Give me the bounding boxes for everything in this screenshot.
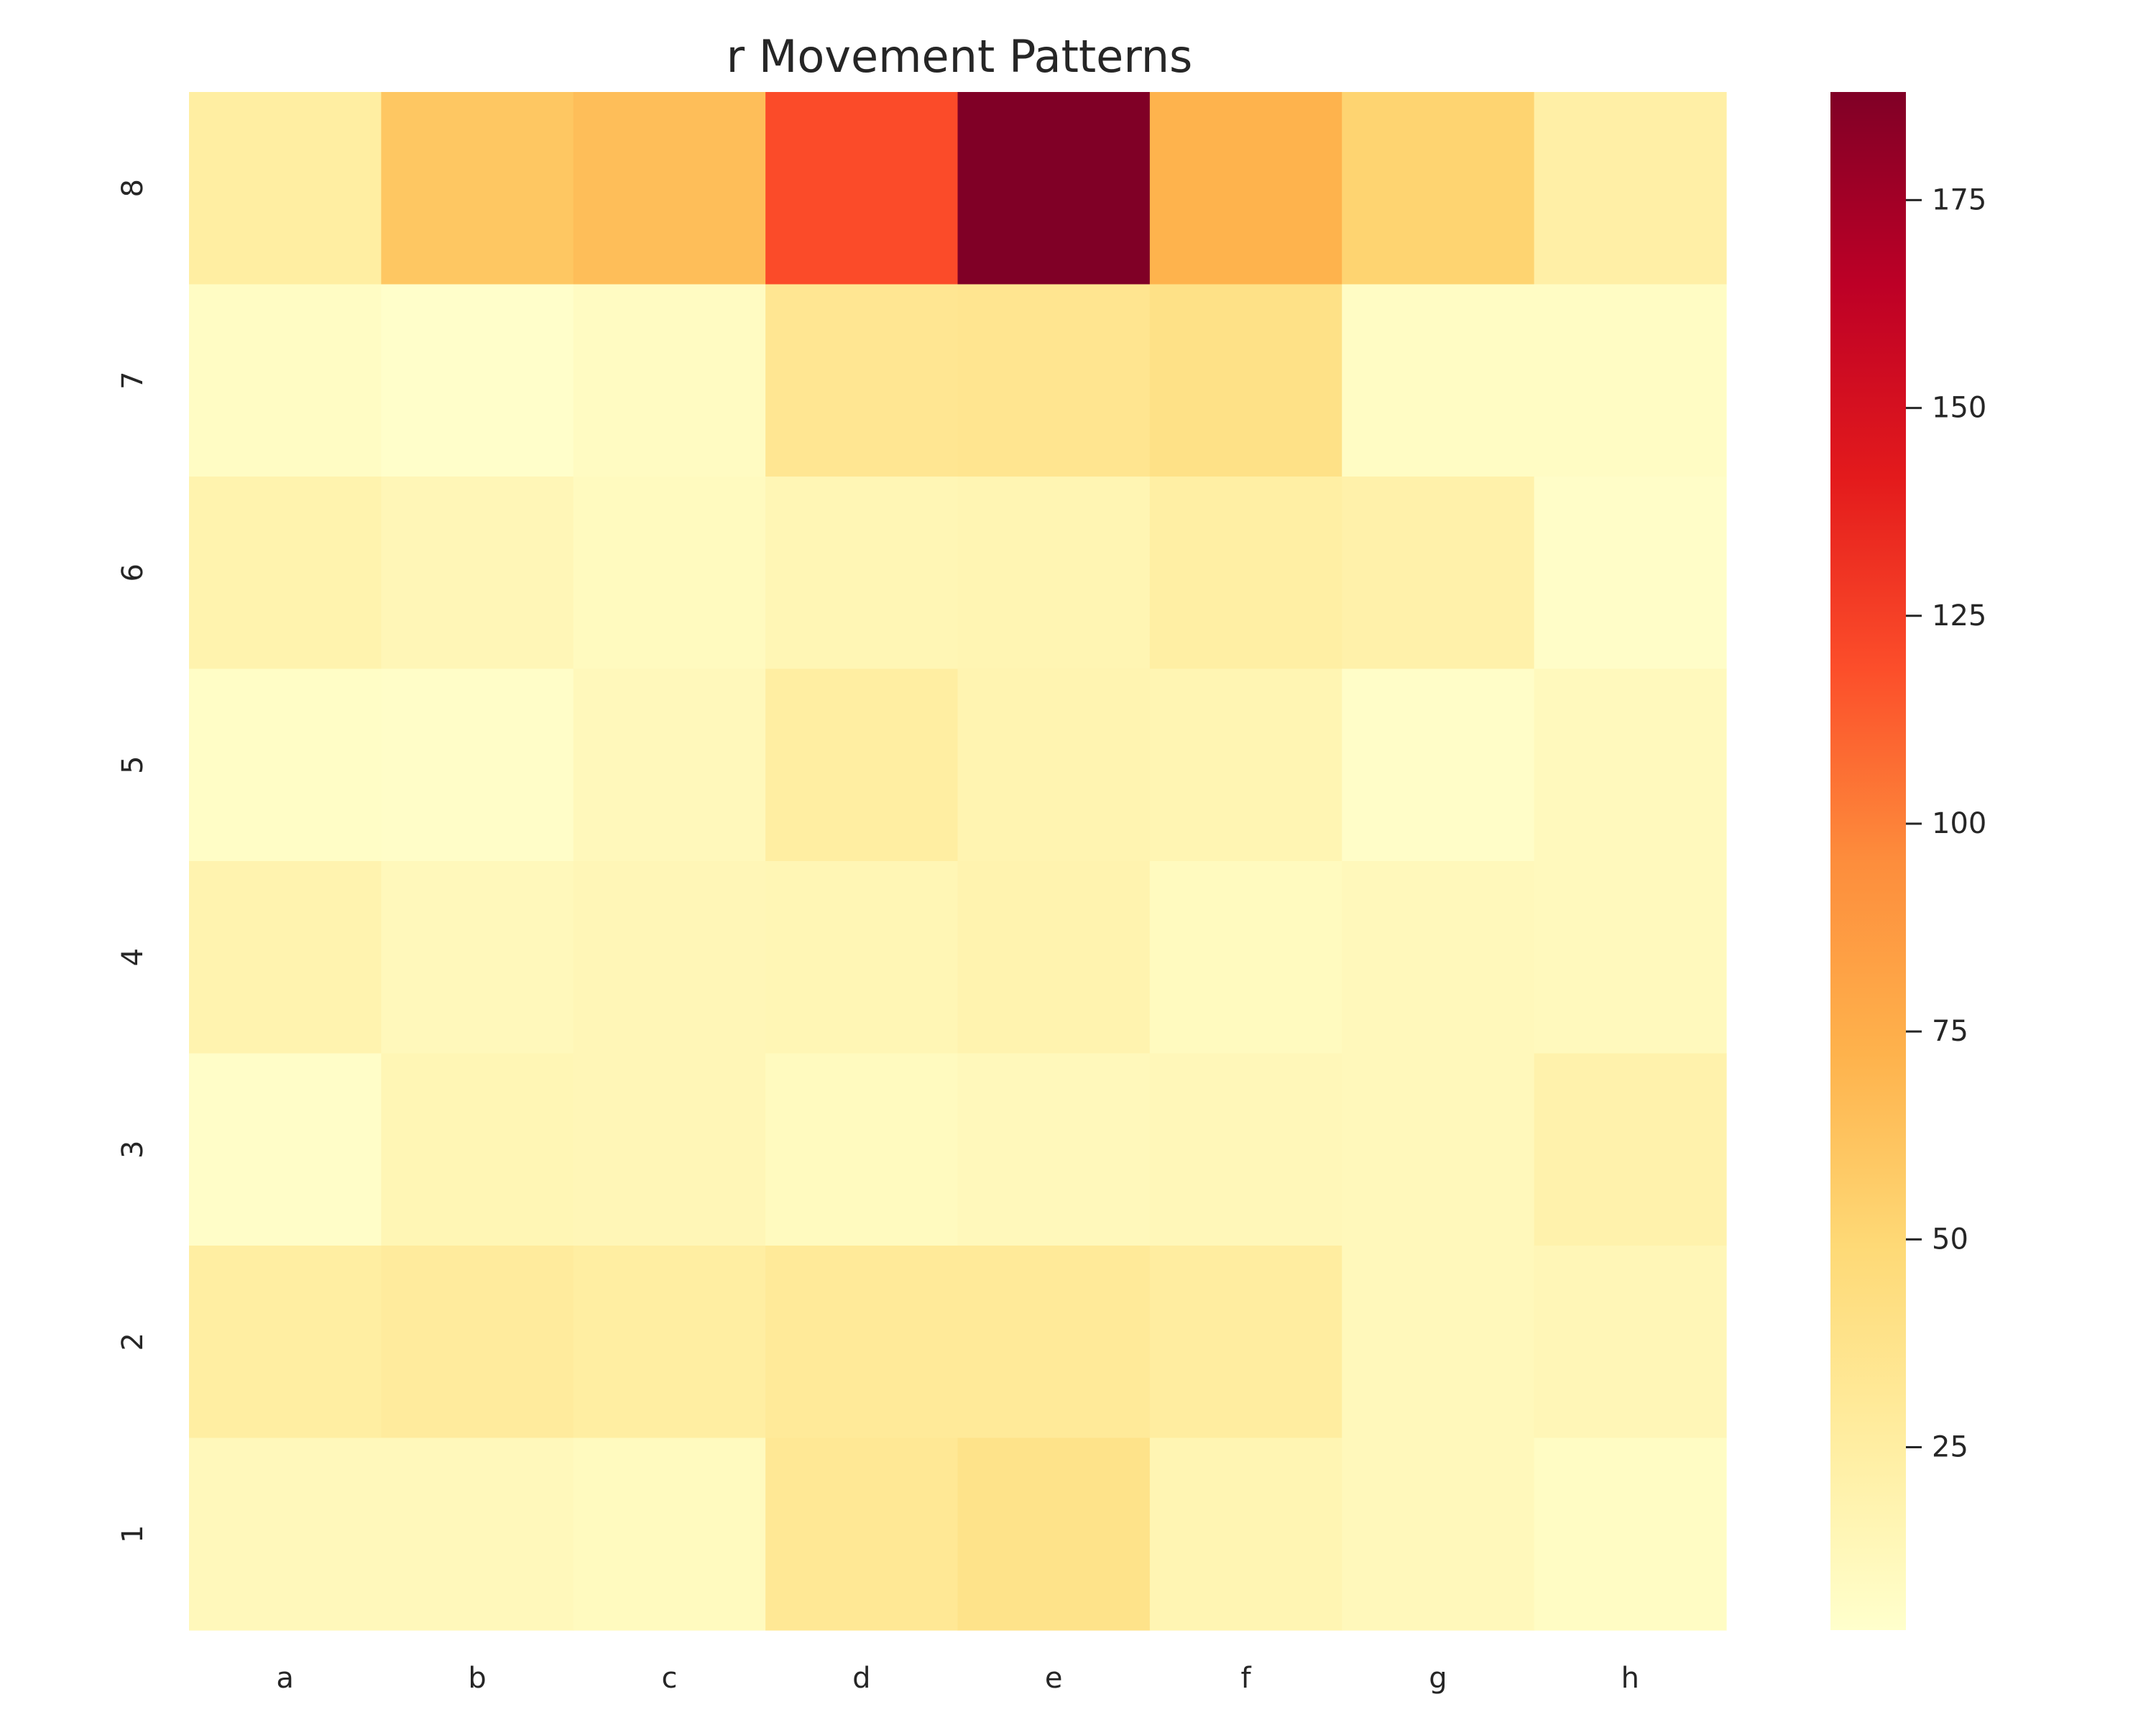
heatmap-cell-f4 [1149,861,1342,1054]
heatmap-cell-a4 [189,861,382,1054]
heatmap-cell-d1 [765,1438,959,1631]
heatmap-cell-g1 [1342,1438,1535,1631]
heatmap-cell-h2 [1534,1246,1727,1439]
y-tick-label-3: 3 [116,1141,149,1159]
heatmap-cell-e7 [957,284,1151,477]
heatmap-cell-b2 [381,1246,574,1439]
x-tick-label-g: g [1429,1662,1447,1695]
colorbar-tick-label-150: 150 [1932,392,1986,425]
x-tick-label-c: c [661,1662,677,1695]
heatmap-cell-c6 [573,477,766,670]
heatmap-cell-b1 [381,1438,574,1631]
heatmap-cell-g5 [1342,668,1535,862]
y-tick-label-8: 8 [116,179,149,197]
heatmap-cell-e2 [957,1246,1151,1439]
heatmap-cell-c4 [573,861,766,1054]
heatmap-cell-b6 [381,477,574,670]
heatmap-cell-f5 [1149,668,1342,862]
heatmap-cell-d5 [765,668,959,862]
heatmap-cell-a2 [189,1246,382,1439]
y-tick-label-4: 4 [116,948,149,966]
heatmap-cell-b3 [381,1053,574,1246]
chart-title: r Movement Patterns [727,30,1193,83]
heatmap-cell-a7 [189,284,382,477]
heatmap-cell-c3 [573,1053,766,1246]
heatmap-cell-c8 [573,92,766,285]
heatmap-cell-a3 [189,1053,382,1246]
x-tick-label-f: f [1241,1662,1252,1695]
colorbar-tick-label-75: 75 [1932,1015,1968,1048]
heatmap-cell-h5 [1534,668,1727,862]
heatmap-cell-d4 [765,861,959,1054]
y-tick-label-2: 2 [116,1333,149,1351]
heatmap-cell-d2 [765,1246,959,1439]
heatmap-cells [189,92,1727,1631]
colorbar-gradient [1830,92,1906,1630]
colorbar-tick-label-25: 25 [1932,1431,1968,1464]
heatmap-cell-b5 [381,668,574,862]
x-tick-label-d: d [852,1662,870,1695]
heatmap-cell-b8 [381,92,574,285]
heatmap-cell-h3 [1534,1053,1727,1246]
colorbar-tick-label-175: 175 [1932,183,1986,216]
heatmap-cell-f2 [1149,1246,1342,1439]
y-axis-ticks: 8 7 6 5 4 3 2 1 [116,179,149,1543]
x-tick-label-e: e [1045,1662,1063,1695]
x-tick-label-b: b [468,1662,486,1695]
colorbar-tick-label-125: 125 [1932,599,1986,632]
heatmap-cell-g8 [1342,92,1535,285]
heatmap-cell-h4 [1534,861,1727,1054]
x-tick-label-h: h [1621,1662,1639,1695]
heatmap-cell-g2 [1342,1246,1535,1439]
heatmap-cell-d6 [765,477,959,670]
y-tick-label-5: 5 [116,756,149,774]
heatmap-cell-a1 [189,1438,382,1631]
heatmap-cell-e6 [957,477,1151,670]
heatmap-cell-h8 [1534,92,1727,285]
heatmap-cell-a6 [189,477,382,670]
heatmap-cell-a8 [189,92,382,285]
heatmap-cell-b7 [381,284,574,477]
heatmap-cell-f8 [1149,92,1342,285]
colorbar-tick-label-50: 50 [1932,1223,1968,1256]
heatmap-cell-e1 [957,1438,1151,1631]
heatmap-cell-f1 [1149,1438,1342,1631]
y-tick-label-6: 6 [116,564,149,581]
heatmap-cell-g3 [1342,1053,1535,1246]
heatmap-cell-f6 [1149,477,1342,670]
colorbar: 25 50 75 100 125 150 175 [1830,92,1986,1630]
heatmap-cell-e8 [957,92,1151,285]
heatmap-cell-d8 [765,92,959,285]
heatmap-cell-d3 [765,1053,959,1246]
heatmap-cell-g4 [1342,861,1535,1054]
heatmap-cell-c2 [573,1246,766,1439]
x-axis-ticks: a b c d e f g h [276,1662,1639,1695]
heatmap-cell-h7 [1534,284,1727,477]
heatmap-cell-f3 [1149,1053,1342,1246]
heatmap-cell-e3 [957,1053,1151,1246]
y-tick-label-7: 7 [116,372,149,390]
heatmap-cell-c5 [573,668,766,862]
heatmap-cell-g7 [1342,284,1535,477]
heatmap-cell-d7 [765,284,959,477]
heatmap-cell-c7 [573,284,766,477]
heatmap-cell-f7 [1149,284,1342,477]
heatmap-cell-b4 [381,861,574,1054]
heatmap-cell-h1 [1534,1438,1727,1631]
x-tick-label-a: a [276,1662,294,1695]
y-tick-label-1: 1 [116,1525,149,1543]
heatmap-cell-c1 [573,1438,766,1631]
heatmap-cell-g6 [1342,477,1535,670]
heatmap-cell-h6 [1534,477,1727,670]
heatmap-cell-e5 [957,668,1151,862]
heatmap-cell-e4 [957,861,1151,1054]
heatmap-cell-a5 [189,668,382,862]
colorbar-tick-label-100: 100 [1932,807,1986,840]
